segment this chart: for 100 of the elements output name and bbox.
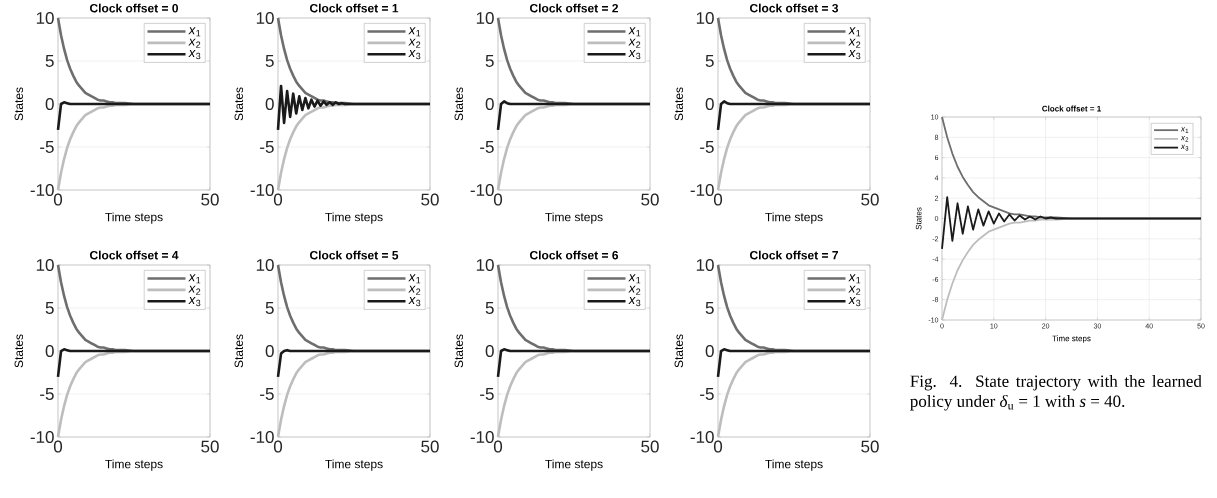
y-tick-label: -5 (480, 141, 494, 153)
x-tick-label: 50 (861, 440, 879, 453)
y-tick-label: -10 (250, 430, 274, 444)
legend-label: x$_{3}$ (188, 297, 201, 307)
legend-label: x$_{2}$ (408, 38, 421, 48)
chart-title: Clock offset = 1 (309, 3, 399, 13)
x-axis-title: Time steps (545, 459, 603, 471)
y-tick-label: -10 (250, 183, 274, 197)
x-tick-label: 0 (53, 440, 63, 453)
y-tick-label: -5 (40, 388, 54, 400)
y-tick-label: -5 (480, 388, 494, 400)
chart-title: Clock offset = 0 (89, 3, 179, 13)
y-tick-label: 0 (485, 344, 494, 358)
y-tick-label: -10 (690, 183, 714, 197)
y-tick-label: -5 (40, 141, 54, 153)
legend-label: x$_{2}$ (848, 38, 861, 48)
legend-label: x$_{1}$ (408, 274, 421, 284)
y-tick-label: 10 (696, 258, 714, 272)
x-axis-title: Time steps (105, 459, 163, 471)
legend-label: x$_{1}$ (848, 274, 861, 284)
y-axis-title: States (14, 334, 24, 368)
y-tick-label: 0 (705, 97, 714, 111)
y-tick-label: -5 (700, 388, 714, 400)
legend-label: x$_{3}$ (408, 297, 421, 307)
y-tick-label: 10 (696, 11, 714, 25)
x-axis-title: Time steps (765, 459, 823, 471)
y-tick-label: 0 (45, 97, 54, 111)
x-tick-label: 50 (201, 193, 219, 206)
x-tick-label: 50 (641, 193, 659, 206)
y-tick-label: 10 (476, 11, 494, 25)
x-axis-title: Time steps (325, 459, 383, 471)
legend-label: x$_{1}$ (188, 274, 201, 284)
legend-label: x$_{3}$ (848, 50, 861, 60)
y-tick-label: 0 (265, 344, 274, 358)
x-tick-label: 50 (641, 440, 659, 453)
y-axis-title: States (454, 334, 464, 368)
x-axis-title: Time steps (105, 212, 163, 224)
legend-label: x$_{3}$ (1180, 144, 1189, 151)
x-tick-label: 0 (713, 193, 723, 206)
x-axis-title: Time steps (325, 212, 383, 224)
chart-title: Clock offset = 1 (1042, 105, 1101, 112)
y-tick-label: 5 (485, 55, 494, 67)
chart-title: Clock offset = 6 (529, 250, 619, 260)
legend-label: x$_{2}$ (188, 38, 201, 48)
y-tick-label: 5 (265, 302, 274, 314)
legend-label: x$_{1}$ (408, 27, 421, 37)
legend-label: x$_{3}$ (628, 50, 641, 60)
y-tick-label: -10 (470, 183, 494, 197)
x-tick-label: 0 (273, 440, 283, 453)
y-tick-label: 10 (256, 11, 274, 25)
y-tick-label: 10 (256, 258, 274, 272)
legend-label: x$_{1}$ (628, 27, 641, 37)
legend-label: x$_{1}$ (1180, 127, 1189, 133)
legend-label: x$_{3}$ (188, 50, 201, 60)
x-tick-label: 0 (493, 440, 503, 453)
x-tick-label: 0 (53, 193, 63, 206)
y-tick-label: 0 (485, 97, 494, 111)
y-tick-label: 5 (45, 302, 54, 314)
x-tick-label: 0 (493, 193, 503, 206)
legend-label: x$_{1}$ (848, 27, 861, 37)
y-tick-label: 5 (45, 55, 54, 67)
y-axis-title: States (234, 87, 244, 121)
y-tick-label: -10 (30, 183, 54, 197)
y-tick-label: -10 (30, 430, 54, 444)
chart-title: Clock offset = 7 (749, 250, 838, 260)
x-tick-label: 50 (861, 193, 879, 206)
chart-title: Clock offset = 5 (309, 250, 399, 260)
legend-label: x$_{3}$ (848, 297, 861, 307)
y-axis-title: States (674, 334, 684, 368)
x-axis-title: Time steps (765, 212, 823, 224)
legend-label: x$_{2}$ (188, 285, 201, 295)
legend-label: x$_{2}$ (1180, 136, 1189, 142)
y-tick-label: 10 (36, 258, 54, 272)
x-tick-label: 50 (421, 440, 439, 453)
y-tick-label: 5 (705, 55, 714, 67)
legend-label: x$_{1}$ (628, 274, 641, 284)
legend-label: x$_{2}$ (628, 38, 641, 48)
y-tick-label: -10 (470, 430, 494, 444)
caption: Fig. 4. State trajectory with the learned policy under δ$_{u}$ = 1 with s = 40. (910, 375, 1202, 411)
y-tick-label: -5 (260, 141, 274, 153)
y-tick-label: 5 (265, 55, 274, 67)
chart-title: Clock offset = 3 (749, 3, 839, 13)
x-tick-label: 50 (201, 440, 219, 453)
x-tick-label: 0 (713, 440, 723, 453)
x-tick-label: 0 (273, 193, 283, 206)
y-tick-label: 10 (36, 11, 54, 25)
y-tick-label: -5 (260, 388, 274, 400)
y-tick-label: 0 (45, 344, 54, 358)
x-axis-title: Time steps (545, 212, 603, 224)
x-axis-title: Time steps (1052, 335, 1091, 343)
legend-label: x$_{3}$ (628, 297, 641, 307)
x-tick-label: 50 (421, 193, 439, 206)
legend-label: x$_{2}$ (408, 285, 421, 295)
y-axis-title: States (674, 87, 684, 121)
y-tick-label: 5 (485, 302, 494, 314)
legend-label: x$_{1}$ (188, 27, 201, 37)
y-axis-title: States (234, 334, 244, 368)
y-axis-title: States (454, 87, 464, 121)
y-axis-title: States (915, 207, 922, 230)
y-tick-label: 0 (705, 344, 714, 358)
